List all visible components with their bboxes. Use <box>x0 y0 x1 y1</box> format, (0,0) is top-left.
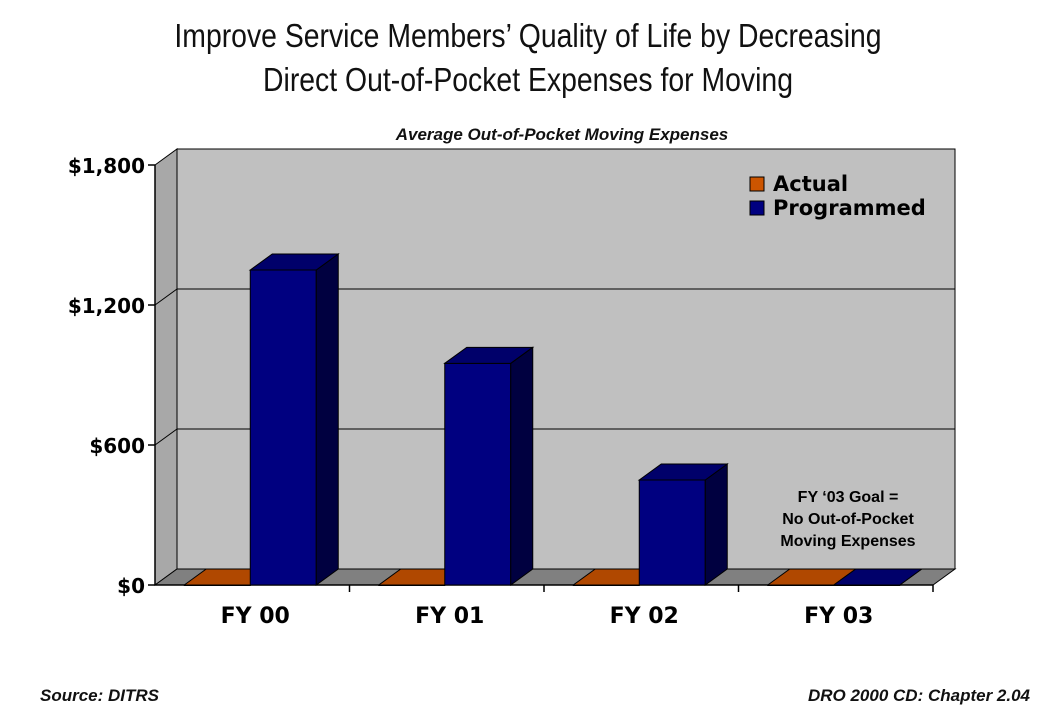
reference-note: DRO 2000 CD: Chapter 2.04 <box>807 686 1030 705</box>
bar-programmed <box>638 479 706 586</box>
y-tick-label: $1,800 <box>68 154 145 178</box>
bar-programmed-top <box>637 463 729 481</box>
bar-programmed-side <box>510 346 534 586</box>
bar-programmed <box>444 362 512 586</box>
chart-subtitle: Average Out-of-Pocket Moving Expenses <box>395 125 729 144</box>
goal-annotation: FY ‘03 Goal = No Out-of-Pocket Moving Expe… <box>780 489 915 550</box>
legend-label-programmed: Programmed <box>773 196 926 220</box>
x-tick-label: FY 00 <box>221 604 290 629</box>
plot-area: $0 $600 $1,200 $1,800 FY 00 FY 01 FY 02 FY 03 Ac… <box>68 148 957 629</box>
annotation-line: No Out-of-Pocket <box>782 511 914 528</box>
annotation-line: Moving Expenses <box>780 533 915 550</box>
chart-side-wall <box>154 148 178 586</box>
y-tick-label: $600 <box>89 434 145 458</box>
x-tick-label: FY 01 <box>415 604 484 629</box>
title-line-1: Improve Service Members’ Quality of Life… <box>174 17 882 54</box>
bar-programmed-top <box>443 346 535 364</box>
legend-label-actual: Actual <box>773 172 848 196</box>
bar-programmed-top <box>832 568 924 586</box>
bar-programmed-top <box>248 253 340 271</box>
gridline-side <box>154 428 178 446</box>
y-tick-label: $0 <box>117 574 145 598</box>
page-title: Improve Service Members’ Quality of Life… <box>74 14 982 102</box>
bar-programmed-side <box>704 463 728 586</box>
legend-swatch-programmed <box>749 200 765 216</box>
y-tick-label: $1,200 <box>68 294 145 318</box>
expense-bar-chart: Average Out-of-Pocket Moving Expenses $0… <box>68 125 957 629</box>
source-note: Source: DITRS <box>40 686 160 705</box>
title-line-2: Direct Out-of-Pocket Expenses for Moving <box>263 61 793 98</box>
x-tick-label: FY 02 <box>610 604 679 629</box>
bar-programmed <box>249 269 317 586</box>
x-tick-label: FY 03 <box>804 604 873 629</box>
legend-swatch-actual <box>749 176 765 192</box>
gridline-side <box>154 288 178 306</box>
annotation-line: FY ‘03 Goal = <box>798 489 899 506</box>
bar-programmed-side <box>315 253 339 586</box>
